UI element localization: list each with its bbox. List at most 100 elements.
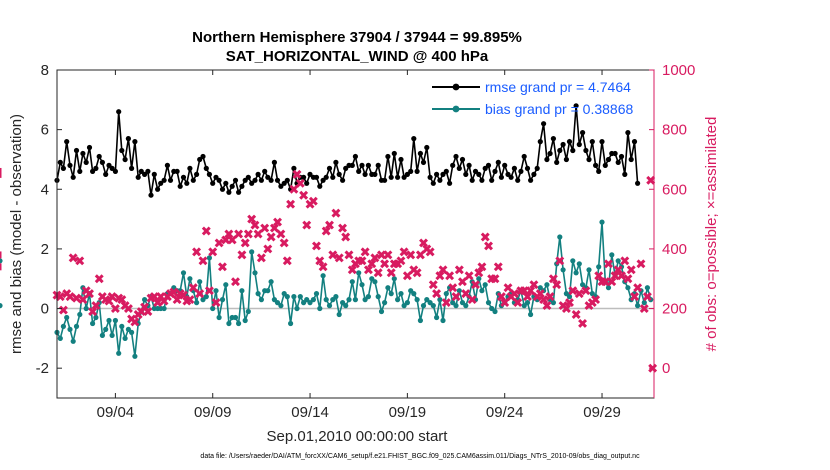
obs-marker <box>639 304 649 314</box>
rmse-point <box>359 162 365 168</box>
bias-point <box>129 329 135 335</box>
bias-point <box>372 279 378 285</box>
rmse-point <box>349 162 355 168</box>
bias-point <box>284 294 290 300</box>
bias-point <box>570 258 576 264</box>
obs-marker <box>636 259 646 269</box>
y-right-tick-label: 400 <box>662 241 687 258</box>
obs-marker <box>243 229 253 239</box>
rmse-point <box>158 180 164 186</box>
obs-marker <box>399 247 409 257</box>
obs-marker <box>503 283 513 293</box>
rmse-point <box>440 171 446 177</box>
rmse-point <box>197 156 203 163</box>
obs-marker <box>344 250 354 260</box>
obs-marker <box>360 247 370 257</box>
rmse-point <box>284 177 290 183</box>
rmse-point <box>155 186 161 192</box>
bias-point <box>180 270 187 276</box>
rmse-point <box>375 162 381 168</box>
bias-point <box>625 285 631 291</box>
bias-point <box>635 303 641 309</box>
bias-point <box>245 308 251 315</box>
obs-marker <box>153 298 163 308</box>
obs-marker <box>500 298 510 308</box>
rmse-point <box>631 139 638 145</box>
bias-point <box>456 288 462 294</box>
rmse-point <box>560 141 566 148</box>
rmse-point <box>576 141 582 148</box>
bias-point <box>161 305 167 312</box>
rmse-point <box>216 177 222 183</box>
bias-point <box>336 311 342 318</box>
bias-point <box>382 300 388 306</box>
rmse-point <box>570 147 576 154</box>
bias-point <box>586 267 592 273</box>
bias-point <box>106 317 112 324</box>
rmse-point <box>414 168 420 174</box>
rmse-point <box>554 159 560 165</box>
obs-marker <box>123 304 133 314</box>
bias-point <box>99 332 105 338</box>
rmse-point <box>203 165 209 171</box>
bias-point <box>430 303 436 309</box>
obs-marker <box>260 223 270 233</box>
obs-marker <box>591 295 601 305</box>
bias-point <box>249 249 255 255</box>
obs-marker <box>253 229 263 239</box>
obs-marker <box>484 241 494 251</box>
rmse-point <box>495 159 501 165</box>
bias-point <box>291 294 297 300</box>
legend-rmse-label: rmse grand pr = 4.7464 <box>485 79 631 95</box>
obs-marker <box>642 292 652 302</box>
bias-point <box>103 326 109 332</box>
rmse-point <box>96 153 102 160</box>
rmse-point <box>411 136 417 142</box>
obs-marker <box>594 271 604 281</box>
x-tick-label: 09/09 <box>194 404 232 421</box>
bias-point <box>349 279 355 285</box>
obs-marker <box>406 250 416 260</box>
obs-marker <box>55 292 65 302</box>
obs-marker <box>441 298 451 308</box>
obs-marker <box>247 214 257 224</box>
obs-marker <box>428 280 438 290</box>
bias-point <box>476 276 482 282</box>
x-tick-label: 09/29 <box>583 404 621 421</box>
bias-point <box>385 285 391 291</box>
legend-bias-marker <box>452 105 460 113</box>
bias-point <box>223 282 229 288</box>
obs-marker <box>451 292 461 302</box>
bias-point <box>0 303 3 309</box>
obs-marker <box>292 169 302 179</box>
rmse-point <box>90 168 96 174</box>
x-tick-label: 09/04 <box>97 404 135 421</box>
bias-point <box>459 300 466 306</box>
obs-marker <box>302 220 312 230</box>
rmse-point <box>73 147 80 154</box>
y-right-tick-label: 800 <box>662 122 687 139</box>
rmse-point <box>365 162 371 168</box>
obs-marker <box>461 289 471 299</box>
legend-bias-label: bias grand pr = 0.38868 <box>485 101 633 117</box>
rmse-point <box>362 171 368 177</box>
rmse-point <box>537 139 543 145</box>
obs-marker <box>380 259 390 269</box>
rmse-point <box>223 180 229 186</box>
bias-point <box>310 297 316 303</box>
obs-marker <box>542 301 552 311</box>
rmse-point <box>544 156 550 163</box>
rmse-point <box>245 174 251 180</box>
bias-point <box>67 326 73 332</box>
rmse-point <box>161 177 167 183</box>
rmse-point <box>177 183 183 189</box>
obs-marker <box>357 256 367 266</box>
obs-marker <box>471 280 480 290</box>
obs-marker <box>607 277 617 287</box>
bias-point <box>450 300 456 306</box>
rmse-point <box>563 156 570 163</box>
rmse-point <box>476 171 482 177</box>
bias-point <box>213 288 219 294</box>
obs-marker <box>454 265 464 275</box>
obs-marker <box>208 247 218 257</box>
